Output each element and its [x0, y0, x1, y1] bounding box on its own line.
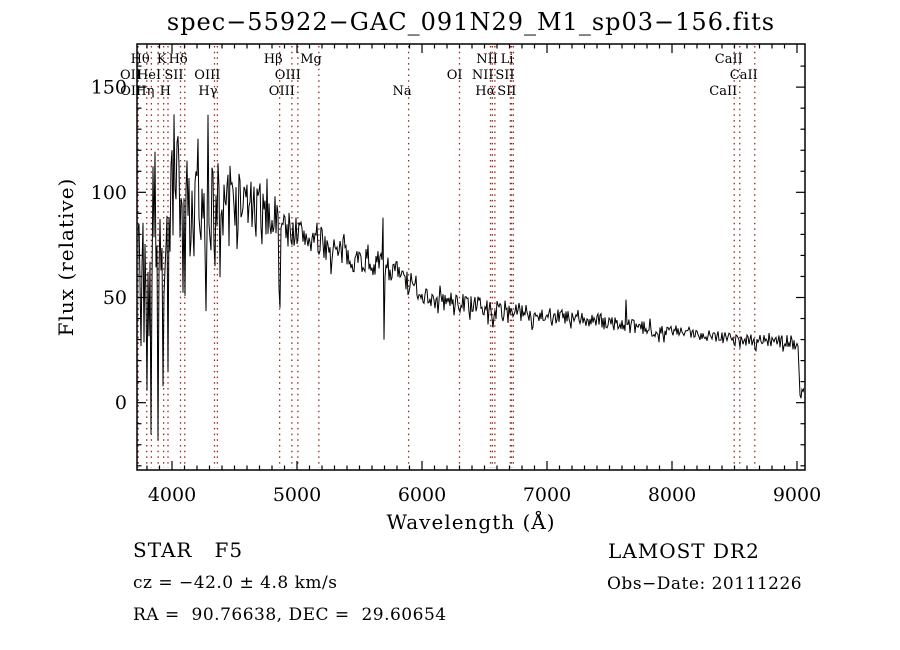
spectral-line-label: Hα — [475, 84, 495, 99]
spectral-line-label: SII — [495, 68, 514, 83]
plot-frame — [136, 43, 806, 471]
x-tick-label: 5000 — [273, 484, 321, 506]
spectral-line-label: SII — [497, 84, 516, 99]
spectral-line-label: OIII — [194, 68, 220, 83]
spectral-line-label: Na — [392, 84, 411, 99]
spectral-line-label: HeI — [137, 68, 161, 83]
x-tick-label: 7000 — [523, 484, 571, 506]
spectral-line-label: Hδ — [169, 52, 188, 67]
ra-dec-label: RA = 90.76638, DEC = 29.60654 — [133, 605, 447, 625]
classification-label: STAR F5 — [133, 538, 244, 562]
spectral-line-label: OIII — [269, 84, 295, 99]
spectral-line-label: NII — [472, 68, 494, 83]
spectral-line-label: NII — [476, 52, 498, 67]
spectral-line-label: OI — [447, 68, 463, 83]
spectral-line-label: OII — [120, 84, 141, 99]
y-axis-label: Flux (relative) — [54, 177, 78, 337]
spectral-line-label: H — [160, 84, 171, 99]
radial-velocity-label: cz = −42.0 ± 4.8 km/s — [133, 573, 338, 593]
y-tick-label: 50 — [103, 287, 127, 309]
x-tick-label: 4000 — [148, 484, 196, 506]
spectral-line-label: CaII — [709, 84, 737, 99]
x-tick-label: 6000 — [398, 484, 446, 506]
spectral-line-label: SII — [164, 68, 183, 83]
spectral-line-label: K — [157, 52, 167, 67]
spectral-line-label: Li — [501, 52, 514, 67]
x-axis-label: Wavelength (Å) — [386, 510, 556, 534]
axis-ticks — [137, 44, 805, 470]
obs-date-label: Obs−Date: 20111226 — [607, 574, 803, 594]
spectral-line-label: OII — [120, 68, 141, 83]
y-tick-label: 150 — [91, 77, 127, 99]
spectral-line-label: OIII — [275, 68, 301, 83]
spectral-line-label: Hθ — [131, 52, 150, 67]
spectrum-trace — [138, 114, 804, 441]
survey-release-label: LAMOST DR2 — [608, 539, 760, 563]
spectral-line-label: CaII — [715, 52, 743, 67]
spectral-line-label: CaII — [730, 68, 758, 83]
y-tick-label: 100 — [91, 182, 127, 204]
x-tick-label: 9000 — [773, 484, 821, 506]
spectral-line-label: Hβ — [264, 52, 283, 67]
x-tick-label: 8000 — [648, 484, 696, 506]
page-title: spec−55922−GAC_091N29_M1_sp03−156.fits — [166, 8, 776, 36]
spectral-line-label: Mg — [300, 52, 322, 67]
spectral-line-label: Hγ — [198, 84, 217, 99]
y-tick-label: 0 — [115, 392, 127, 414]
spectral-line-label: Hη — [135, 84, 154, 99]
